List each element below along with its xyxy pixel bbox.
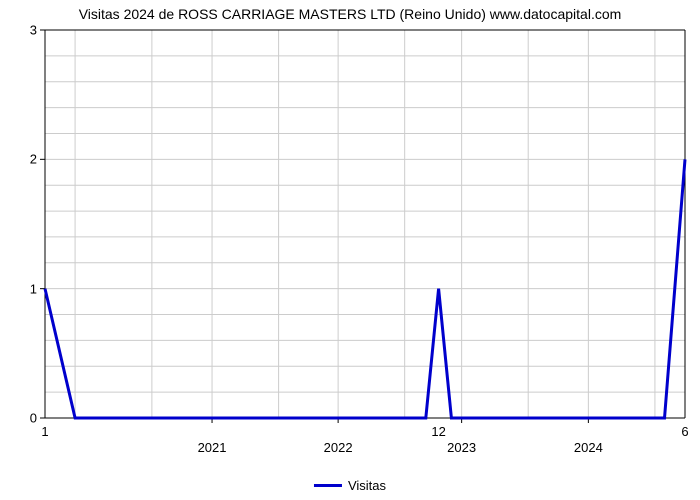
- x-tick-num-label: 1: [41, 424, 48, 439]
- y-tick-label: 3: [30, 23, 37, 38]
- x-tick-num-label: 12: [431, 424, 445, 439]
- y-tick-label: 0: [30, 411, 37, 426]
- x-tick-year-label: 2022: [324, 440, 353, 455]
- y-tick-label: 1: [30, 281, 37, 296]
- x-tick-year-label: 2023: [447, 440, 476, 455]
- chart-container: Visitas 2024 de ROSS CARRIAGE MASTERS LT…: [0, 0, 700, 500]
- legend-label: Visitas: [348, 478, 386, 493]
- legend: Visitas: [314, 478, 386, 493]
- x-tick-year-label: 2021: [198, 440, 227, 455]
- plot-inner: 012311262021202220232024: [45, 30, 685, 418]
- plot-area: 012311262021202220232024: [45, 30, 685, 418]
- x-tick-year-label: 2024: [574, 440, 603, 455]
- y-tick-label: 2: [30, 152, 37, 167]
- chart-title: Visitas 2024 de ROSS CARRIAGE MASTERS LT…: [0, 6, 700, 22]
- x-tick-num-label: 6: [681, 424, 688, 439]
- legend-line: [314, 484, 342, 487]
